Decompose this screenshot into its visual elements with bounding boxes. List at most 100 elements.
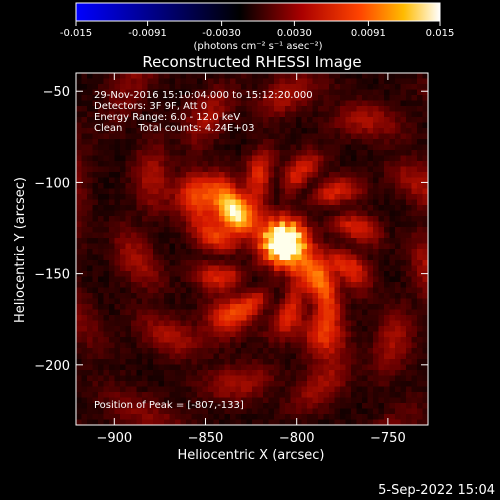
- heatmap-cell: [175, 375, 182, 382]
- heatmap-cell: [241, 326, 248, 333]
- heatmap-cell: [395, 205, 402, 212]
- heatmap-cell: [378, 100, 385, 107]
- heatmap-cell: [142, 139, 149, 146]
- heatmap-cell: [158, 342, 165, 349]
- heatmap-cell: [246, 73, 253, 80]
- heatmap-cell: [169, 188, 176, 195]
- heatmap-cell: [257, 183, 264, 190]
- heatmap-cell: [323, 370, 330, 377]
- heatmap-cell: [395, 100, 402, 107]
- heatmap-cell: [153, 205, 160, 212]
- heatmap-cell: [103, 238, 110, 245]
- heatmap-cell: [224, 282, 231, 289]
- heatmap-cell: [191, 128, 198, 135]
- heatmap-cell: [406, 150, 413, 157]
- heatmap-cell: [136, 315, 143, 322]
- heatmap-cell: [142, 397, 149, 404]
- heatmap-cell: [241, 177, 248, 184]
- heatmap-cell: [191, 177, 198, 184]
- heatmap-cell: [109, 397, 116, 404]
- heatmap-cell: [318, 408, 325, 415]
- heatmap-cell: [285, 183, 292, 190]
- heatmap-cell: [224, 320, 231, 327]
- heatmap-cell: [373, 166, 380, 173]
- heatmap-cell: [164, 342, 171, 349]
- heatmap-cell: [417, 337, 424, 344]
- heatmap-cell: [389, 386, 396, 393]
- heatmap-cell: [279, 249, 286, 256]
- heatmap-cell: [164, 232, 171, 239]
- heatmap-cell: [103, 227, 110, 234]
- heatmap-cell: [136, 199, 143, 206]
- heatmap-cell: [103, 348, 110, 355]
- heatmap-cell: [389, 392, 396, 399]
- heatmap-cell: [125, 326, 132, 333]
- heatmap-cell: [87, 128, 94, 135]
- heatmap-cell: [351, 117, 358, 124]
- heatmap-cell: [202, 386, 209, 393]
- heatmap-cell: [389, 73, 396, 80]
- heatmap-cell: [114, 155, 121, 162]
- heatmap-cell: [351, 216, 358, 223]
- heatmap-cell: [125, 139, 132, 146]
- heatmap-cell: [400, 144, 407, 151]
- heatmap-cell: [406, 309, 413, 316]
- heatmap-cell: [197, 232, 204, 239]
- heatmap-cell: [257, 133, 264, 140]
- heatmap-cell: [76, 265, 83, 272]
- heatmap-cell: [406, 205, 413, 212]
- heatmap-cell: [268, 227, 275, 234]
- heatmap-cell: [323, 408, 330, 415]
- heatmap-cell: [92, 232, 99, 239]
- heatmap-cell: [334, 205, 341, 212]
- heatmap-cell: [312, 304, 319, 311]
- heatmap-cell: [268, 100, 275, 107]
- heatmap-cell: [98, 249, 105, 256]
- heatmap-cell: [197, 337, 204, 344]
- heatmap-cell: [296, 150, 303, 157]
- heatmap-cell: [81, 139, 88, 146]
- heatmap-cell: [400, 359, 407, 366]
- heatmap-cell: [175, 205, 182, 212]
- heatmap-cell: [224, 254, 231, 261]
- heatmap-cell: [268, 122, 275, 129]
- heatmap-cell: [197, 144, 204, 151]
- heatmap-cell: [136, 216, 143, 223]
- heatmap-cell: [109, 271, 116, 278]
- heatmap-cell: [389, 331, 396, 338]
- heatmap-cell: [131, 139, 138, 146]
- heatmap-cell: [224, 100, 231, 107]
- heatmap-cell: [241, 287, 248, 294]
- heatmap-cell: [202, 177, 209, 184]
- heatmap-cell: [384, 309, 391, 316]
- heatmap-cell: [180, 161, 187, 168]
- heatmap-cell: [81, 144, 88, 151]
- heatmap-cell: [153, 150, 160, 157]
- heatmap-cell: [235, 276, 242, 283]
- heatmap-cell: [395, 337, 402, 344]
- heatmap-cell: [329, 117, 336, 124]
- heatmap-cell: [400, 249, 407, 256]
- heatmap-cell: [224, 337, 231, 344]
- heatmap-cell: [208, 309, 215, 316]
- heatmap-cell: [290, 227, 297, 234]
- heatmap-cell: [274, 144, 281, 151]
- heatmap-cell: [87, 89, 94, 96]
- heatmap-cell: [241, 342, 248, 349]
- heatmap-cell: [323, 359, 330, 366]
- heatmap-cell: [268, 282, 275, 289]
- heatmap-cell: [334, 89, 341, 96]
- heatmap-cell: [334, 414, 341, 421]
- heatmap-cell: [334, 403, 341, 410]
- heatmap-cell: [169, 315, 176, 322]
- heatmap-cell: [158, 403, 165, 410]
- heatmap-cell: [164, 166, 171, 173]
- heatmap-cell: [345, 210, 352, 217]
- heatmap-cell: [406, 315, 413, 322]
- heatmap-cell: [356, 364, 363, 371]
- heatmap-cell: [186, 271, 193, 278]
- heatmap-cell: [274, 331, 281, 338]
- heatmap-cell: [334, 150, 341, 157]
- heatmap-cell: [252, 392, 259, 399]
- heatmap-cell: [252, 122, 259, 129]
